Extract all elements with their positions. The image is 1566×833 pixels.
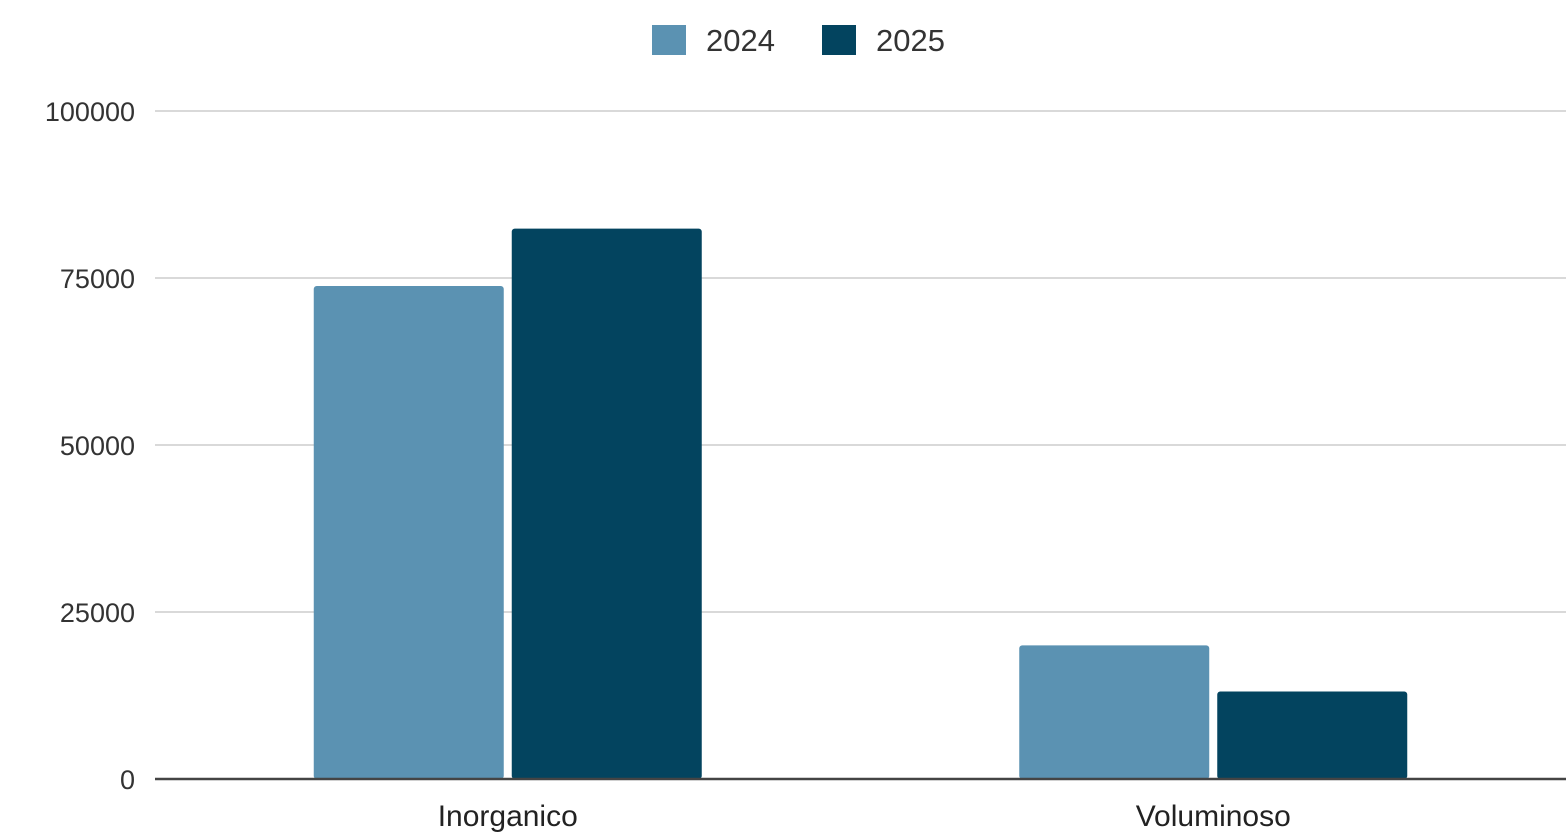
bar-2025-inorganico [511,228,702,779]
bar-2025-voluminoso [1217,691,1408,779]
y-axis-tick-labels: 0 25000 50000 75000 100000 [45,97,135,795]
legend-swatch-2024 [652,25,686,55]
bar-2024-inorganico [313,286,504,779]
legend-swatch-2025 [822,25,856,55]
legend: 2024 2025 [652,23,945,58]
x-axis-category-labels: Inorganico Voluminoso [438,800,1291,833]
x-tick-label: Voluminoso [1136,800,1291,833]
y-tick-label: 75000 [60,264,135,294]
legend-label-2025: 2025 [876,23,945,58]
y-tick-label: 100000 [45,97,135,127]
bars [313,228,1408,779]
bar-2024-voluminoso [1019,645,1210,779]
legend-label-2024: 2024 [706,23,775,58]
y-tick-label: 50000 [60,431,135,461]
x-tick-label: Inorganico [438,800,578,833]
y-tick-label: 25000 [60,598,135,628]
y-tick-label: 0 [120,765,135,795]
